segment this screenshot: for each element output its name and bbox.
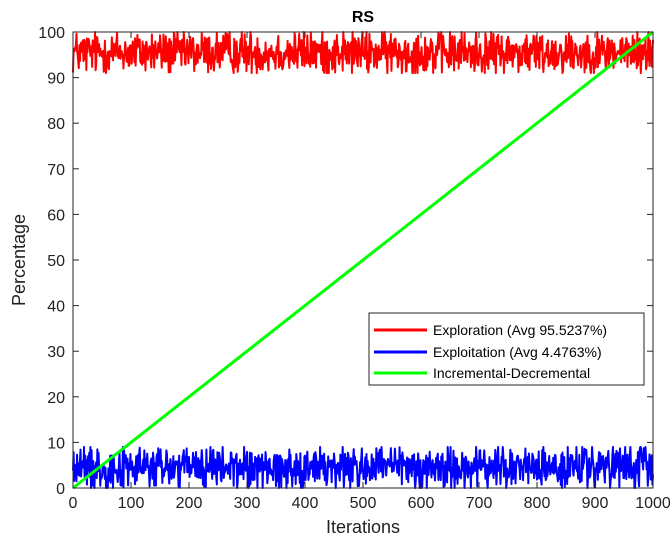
legend-label-exploitation: Exploitation (Avg 4.4763%) [433,344,602,360]
series-layer [72,30,654,490]
x-tick-label: 1000 [635,495,671,512]
x-tick-label: 400 [292,495,319,512]
x-tick-label: 200 [176,495,203,512]
x-tick-label: 300 [234,495,261,512]
x-tick-label: 600 [408,495,435,512]
legend-label-exploration: Exploration (Avg 95.5237%) [433,322,607,338]
y-tick-label: 40 [47,299,65,316]
y-tick-label: 10 [47,435,65,452]
x-tick-label: 100 [118,495,145,512]
x-tick-label: 0 [69,495,78,512]
series-exploration [72,31,654,75]
y-tick-label: 60 [47,207,65,224]
y-tick-label: 30 [47,344,65,361]
y-tick-label: 70 [47,162,65,179]
legend-label-incremental-decremental: Incremental-Decremental [433,365,590,381]
series-incremental-decremental [72,30,654,490]
y-axis-title: Percentage [9,214,29,306]
legend: Exploration (Avg 95.5237%) Exploitation … [368,312,645,386]
ticks-layer: 0 100 200 300 400 500 600 700 800 900 1000 0 10 20 30 4… [38,25,671,512]
y-tick-label: 0 [56,481,65,498]
x-axis-title: Iterations [326,517,400,537]
y-tick-label: 90 [47,71,65,88]
y-tick-label: 20 [47,390,65,407]
series-exploitation [72,445,654,489]
y-tick-label: 50 [47,253,65,270]
chart-title: RS [352,9,375,26]
x-tick-label: 800 [524,495,551,512]
x-tick-label: 900 [582,495,609,512]
y-tick-label: 100 [38,25,65,42]
y-tick-label: 80 [47,116,65,133]
x-tick-label: 500 [350,495,377,512]
x-tick-label: 700 [466,495,493,512]
